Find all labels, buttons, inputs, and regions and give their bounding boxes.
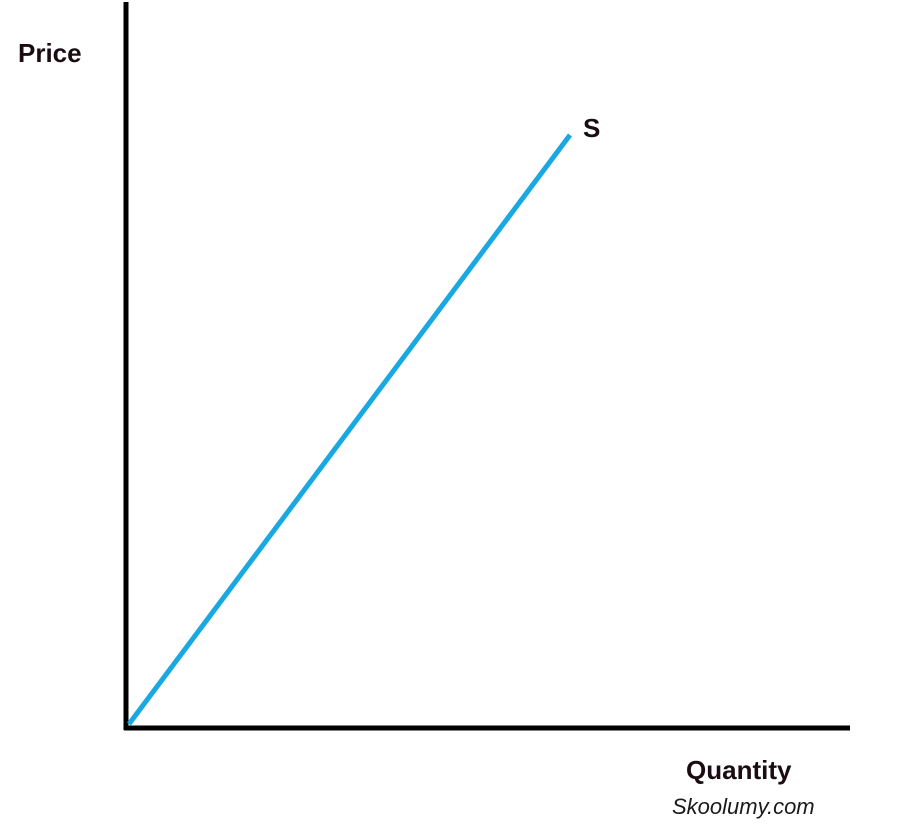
y-axis-label: Price bbox=[18, 38, 82, 68]
supply-curve bbox=[126, 133, 573, 726]
x-axis-label: Quantity bbox=[686, 755, 792, 785]
watermark: Skoolumy.com bbox=[672, 794, 815, 819]
curve-label: S bbox=[583, 113, 600, 143]
